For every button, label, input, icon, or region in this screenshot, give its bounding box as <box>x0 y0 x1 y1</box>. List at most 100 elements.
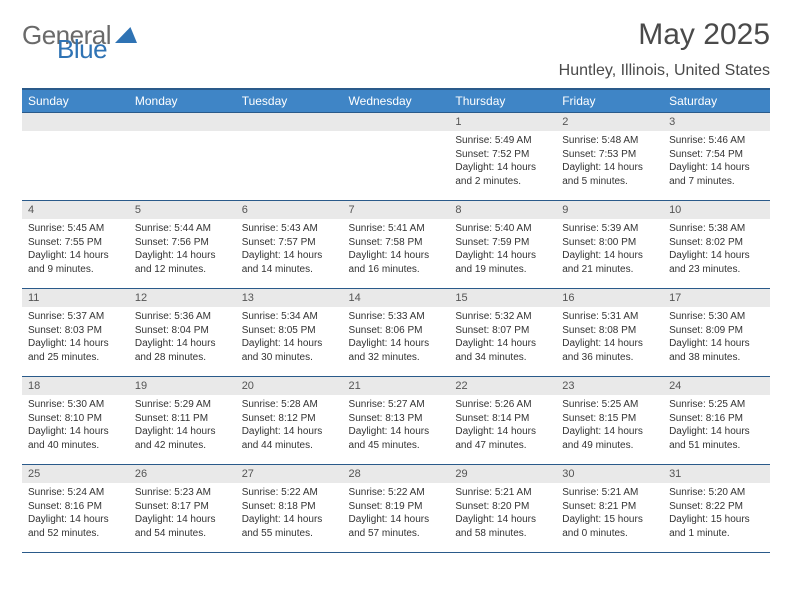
calendar-day-cell: 30Sunrise: 5:21 AMSunset: 8:21 PMDayligh… <box>556 465 663 553</box>
day-body: Sunrise: 5:31 AMSunset: 8:08 PMDaylight:… <box>556 307 663 368</box>
day-number: 22 <box>449 377 556 395</box>
weekday-header: Tuesday <box>236 89 343 113</box>
calendar-day-cell <box>343 113 450 201</box>
day-body: Sunrise: 5:46 AMSunset: 7:54 PMDaylight:… <box>663 131 770 192</box>
day-body: Sunrise: 5:48 AMSunset: 7:53 PMDaylight:… <box>556 131 663 192</box>
day-body: Sunrise: 5:23 AMSunset: 8:17 PMDaylight:… <box>129 483 236 544</box>
calendar-day-cell: 16Sunrise: 5:31 AMSunset: 8:08 PMDayligh… <box>556 289 663 377</box>
day-number: 10 <box>663 201 770 219</box>
calendar-day-cell: 9Sunrise: 5:39 AMSunset: 8:00 PMDaylight… <box>556 201 663 289</box>
calendar-table: SundayMondayTuesdayWednesdayThursdayFrid… <box>22 88 770 553</box>
day-number: 17 <box>663 289 770 307</box>
brand-logo: General Blue <box>22 24 137 60</box>
day-body: Sunrise: 5:22 AMSunset: 8:19 PMDaylight:… <box>343 483 450 544</box>
day-number: 1 <box>449 113 556 131</box>
day-number: 14 <box>343 289 450 307</box>
day-number: 7 <box>343 201 450 219</box>
header: General Blue May 2025 <box>22 18 770 60</box>
empty-day <box>129 113 236 131</box>
page-title: May 2025 <box>638 18 770 52</box>
empty-day <box>236 113 343 131</box>
calendar-day-cell: 11Sunrise: 5:37 AMSunset: 8:03 PMDayligh… <box>22 289 129 377</box>
day-body: Sunrise: 5:34 AMSunset: 8:05 PMDaylight:… <box>236 307 343 368</box>
calendar-body: 1Sunrise: 5:49 AMSunset: 7:52 PMDaylight… <box>22 113 770 553</box>
day-body: Sunrise: 5:43 AMSunset: 7:57 PMDaylight:… <box>236 219 343 280</box>
brand-text: General Blue <box>22 24 137 60</box>
calendar-day-cell: 12Sunrise: 5:36 AMSunset: 8:04 PMDayligh… <box>129 289 236 377</box>
weekday-header: Friday <box>556 89 663 113</box>
title-block: May 2025 <box>638 18 770 52</box>
calendar-week-row: 11Sunrise: 5:37 AMSunset: 8:03 PMDayligh… <box>22 289 770 377</box>
day-number: 20 <box>236 377 343 395</box>
day-body: Sunrise: 5:21 AMSunset: 8:21 PMDaylight:… <box>556 483 663 544</box>
day-number: 8 <box>449 201 556 219</box>
day-body: Sunrise: 5:22 AMSunset: 8:18 PMDaylight:… <box>236 483 343 544</box>
calendar-day-cell: 4Sunrise: 5:45 AMSunset: 7:55 PMDaylight… <box>22 201 129 289</box>
day-number: 25 <box>22 465 129 483</box>
day-body: Sunrise: 5:39 AMSunset: 8:00 PMDaylight:… <box>556 219 663 280</box>
day-number: 19 <box>129 377 236 395</box>
day-number: 31 <box>663 465 770 483</box>
weekday-header: Thursday <box>449 89 556 113</box>
day-body: Sunrise: 5:26 AMSunset: 8:14 PMDaylight:… <box>449 395 556 456</box>
calendar-day-cell: 31Sunrise: 5:20 AMSunset: 8:22 PMDayligh… <box>663 465 770 553</box>
day-number: 6 <box>236 201 343 219</box>
calendar-day-cell: 27Sunrise: 5:22 AMSunset: 8:18 PMDayligh… <box>236 465 343 553</box>
calendar-day-cell: 17Sunrise: 5:30 AMSunset: 8:09 PMDayligh… <box>663 289 770 377</box>
calendar-day-cell: 19Sunrise: 5:29 AMSunset: 8:11 PMDayligh… <box>129 377 236 465</box>
day-body: Sunrise: 5:24 AMSunset: 8:16 PMDaylight:… <box>22 483 129 544</box>
weekday-header: Monday <box>129 89 236 113</box>
day-body: Sunrise: 5:37 AMSunset: 8:03 PMDaylight:… <box>22 307 129 368</box>
day-number: 24 <box>663 377 770 395</box>
day-number: 13 <box>236 289 343 307</box>
calendar-day-cell: 6Sunrise: 5:43 AMSunset: 7:57 PMDaylight… <box>236 201 343 289</box>
calendar-day-cell: 8Sunrise: 5:40 AMSunset: 7:59 PMDaylight… <box>449 201 556 289</box>
calendar-day-cell: 25Sunrise: 5:24 AMSunset: 8:16 PMDayligh… <box>22 465 129 553</box>
day-body: Sunrise: 5:30 AMSunset: 8:10 PMDaylight:… <box>22 395 129 456</box>
day-body: Sunrise: 5:25 AMSunset: 8:16 PMDaylight:… <box>663 395 770 456</box>
day-body: Sunrise: 5:28 AMSunset: 8:12 PMDaylight:… <box>236 395 343 456</box>
day-body: Sunrise: 5:33 AMSunset: 8:06 PMDaylight:… <box>343 307 450 368</box>
day-number: 9 <box>556 201 663 219</box>
day-body: Sunrise: 5:38 AMSunset: 8:02 PMDaylight:… <box>663 219 770 280</box>
day-number: 23 <box>556 377 663 395</box>
day-body: Sunrise: 5:36 AMSunset: 8:04 PMDaylight:… <box>129 307 236 368</box>
calendar-day-cell: 21Sunrise: 5:27 AMSunset: 8:13 PMDayligh… <box>343 377 450 465</box>
calendar-day-cell <box>22 113 129 201</box>
day-body: Sunrise: 5:25 AMSunset: 8:15 PMDaylight:… <box>556 395 663 456</box>
weekday-header-row: SundayMondayTuesdayWednesdayThursdayFrid… <box>22 89 770 113</box>
day-body: Sunrise: 5:21 AMSunset: 8:20 PMDaylight:… <box>449 483 556 544</box>
calendar-day-cell: 28Sunrise: 5:22 AMSunset: 8:19 PMDayligh… <box>343 465 450 553</box>
day-body: Sunrise: 5:32 AMSunset: 8:07 PMDaylight:… <box>449 307 556 368</box>
calendar-day-cell: 2Sunrise: 5:48 AMSunset: 7:53 PMDaylight… <box>556 113 663 201</box>
calendar-day-cell: 18Sunrise: 5:30 AMSunset: 8:10 PMDayligh… <box>22 377 129 465</box>
day-number: 18 <box>22 377 129 395</box>
day-body: Sunrise: 5:40 AMSunset: 7:59 PMDaylight:… <box>449 219 556 280</box>
calendar-day-cell: 13Sunrise: 5:34 AMSunset: 8:05 PMDayligh… <box>236 289 343 377</box>
calendar-week-row: 4Sunrise: 5:45 AMSunset: 7:55 PMDaylight… <box>22 201 770 289</box>
day-body: Sunrise: 5:27 AMSunset: 8:13 PMDaylight:… <box>343 395 450 456</box>
calendar-day-cell: 5Sunrise: 5:44 AMSunset: 7:56 PMDaylight… <box>129 201 236 289</box>
calendar-day-cell <box>129 113 236 201</box>
weekday-header: Sunday <box>22 89 129 113</box>
day-number: 30 <box>556 465 663 483</box>
calendar-day-cell: 15Sunrise: 5:32 AMSunset: 8:07 PMDayligh… <box>449 289 556 377</box>
calendar-day-cell: 20Sunrise: 5:28 AMSunset: 8:12 PMDayligh… <box>236 377 343 465</box>
calendar-day-cell: 26Sunrise: 5:23 AMSunset: 8:17 PMDayligh… <box>129 465 236 553</box>
day-body: Sunrise: 5:41 AMSunset: 7:58 PMDaylight:… <box>343 219 450 280</box>
calendar-day-cell: 1Sunrise: 5:49 AMSunset: 7:52 PMDaylight… <box>449 113 556 201</box>
day-body: Sunrise: 5:29 AMSunset: 8:11 PMDaylight:… <box>129 395 236 456</box>
calendar-day-cell <box>236 113 343 201</box>
day-body: Sunrise: 5:49 AMSunset: 7:52 PMDaylight:… <box>449 131 556 192</box>
day-number: 29 <box>449 465 556 483</box>
day-number: 27 <box>236 465 343 483</box>
sail-icon <box>115 27 137 43</box>
weekday-header: Wednesday <box>343 89 450 113</box>
day-number: 11 <box>22 289 129 307</box>
calendar-day-cell: 3Sunrise: 5:46 AMSunset: 7:54 PMDaylight… <box>663 113 770 201</box>
day-number: 16 <box>556 289 663 307</box>
empty-day <box>343 113 450 131</box>
day-number: 28 <box>343 465 450 483</box>
day-number: 5 <box>129 201 236 219</box>
day-number: 4 <box>22 201 129 219</box>
